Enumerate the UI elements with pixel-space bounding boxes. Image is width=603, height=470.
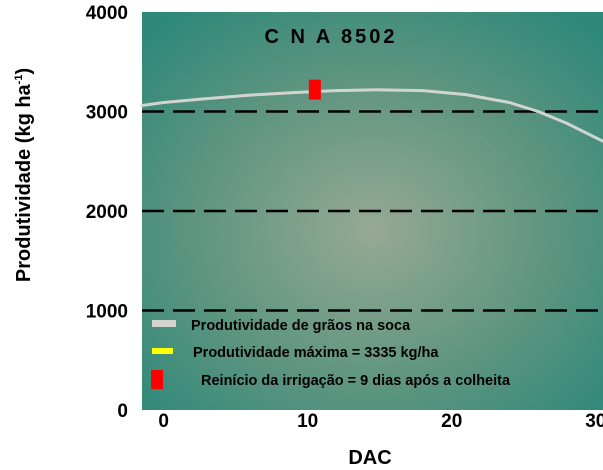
- y-axis-title-close: ): [13, 68, 35, 75]
- series-layer: [140, 88, 603, 143]
- y-axis-ticks: 0 1000 2000 3000 4000: [86, 3, 128, 422]
- legend: Produtividade de grãos na soca Produtivid…: [151, 318, 511, 389]
- y-tick-label: 3000: [86, 103, 128, 124]
- irrigation-restart-marker: [308, 79, 321, 100]
- dashed-reference-lines: [142, 110, 603, 312]
- legend-label: Produtividade de grãos na soca: [191, 318, 411, 334]
- y-tick-label: 1000: [86, 302, 128, 323]
- legend-label: Reinício da irrigação = 9 dias após a co…: [201, 373, 511, 389]
- y-tick-label: 0: [117, 401, 128, 422]
- y-axis-title-superscript: -1: [13, 75, 25, 85]
- legend-swatch: [152, 348, 173, 354]
- series-line-0: [140, 88, 603, 143]
- legend-swatch: [151, 370, 163, 389]
- inner-chart-title: C N A 8502: [264, 26, 397, 48]
- x-tick-label: 20: [441, 411, 462, 432]
- marker-layer: [308, 79, 321, 100]
- x-axis-ticks: 0 10 20 30: [158, 411, 603, 432]
- y-tick-label: 2000: [86, 202, 128, 223]
- legend-swatch: [152, 320, 176, 327]
- y-tick-label: 4000: [86, 3, 128, 24]
- y-axis-title-main: Produtividade (kg ha: [13, 83, 35, 282]
- legend-label: Produtividade máxima = 3335 kg/ha: [193, 345, 439, 361]
- y-axis-title: Produtividade (kg ha-1): [13, 68, 35, 282]
- x-axis-title: DAC: [348, 447, 391, 469]
- x-tick-label: 10: [297, 411, 318, 432]
- x-tick-label: 30: [585, 411, 603, 432]
- x-tick-label: 0: [158, 411, 169, 432]
